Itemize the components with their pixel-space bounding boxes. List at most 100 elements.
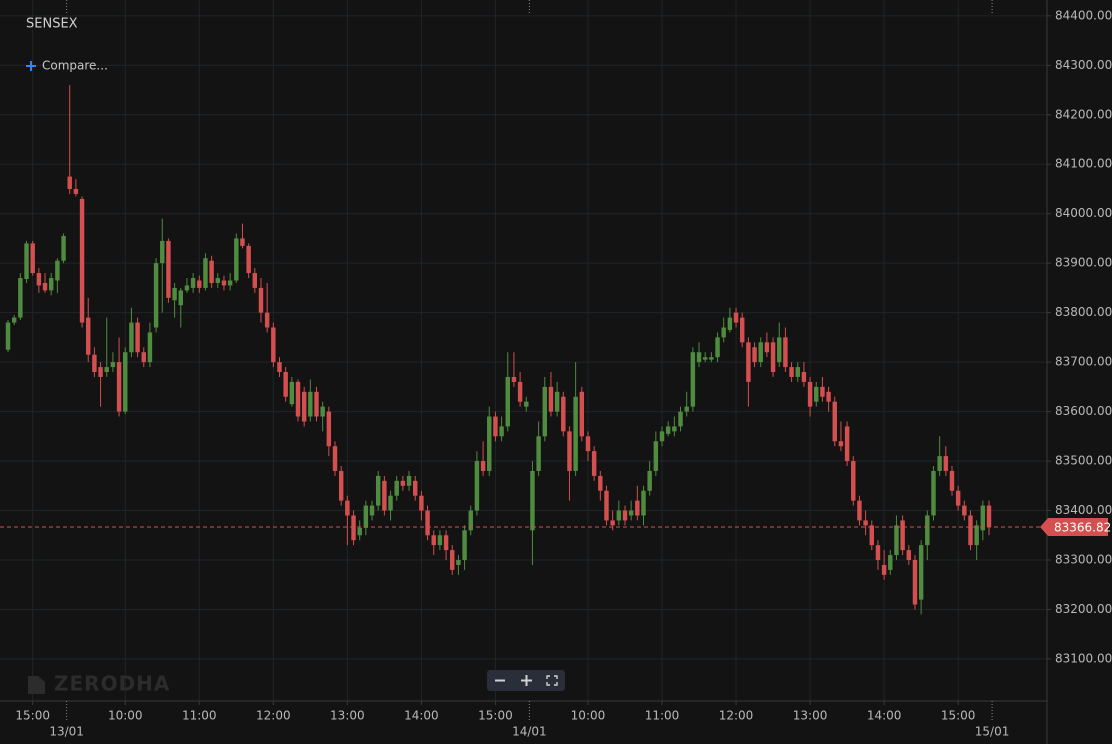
candle-body <box>437 535 443 546</box>
candle-body <box>98 367 103 377</box>
last-price-tag <box>1040 517 1108 536</box>
candle-body <box>894 525 899 556</box>
candle-body <box>838 441 844 447</box>
compare-label[interactable]: Compare... <box>42 59 108 73</box>
y-tick-label: 83800.00 <box>1055 305 1112 319</box>
candle-body <box>739 317 745 343</box>
candle-body <box>770 342 776 373</box>
candle-body <box>234 238 239 281</box>
candle-body <box>598 475 603 491</box>
candle-body <box>468 510 473 531</box>
y-tick-label: 83500.00 <box>1055 454 1112 468</box>
candle-body <box>301 391 307 422</box>
candle-body <box>135 322 140 353</box>
candle-body <box>517 381 523 402</box>
candle-body <box>752 347 757 363</box>
candle-body <box>42 282 48 291</box>
y-tick-label: 83400.00 <box>1055 503 1112 517</box>
candle-body <box>30 243 35 274</box>
candle-body <box>641 490 646 516</box>
x-tick-label: 11:00 <box>182 709 217 723</box>
candle-body <box>820 386 825 397</box>
candle-body <box>888 555 893 570</box>
x-tick-label: 14:00 <box>404 709 439 723</box>
candle-body <box>18 278 23 318</box>
candle-body <box>573 396 578 471</box>
candle-body <box>419 495 424 511</box>
candle-body <box>425 510 430 536</box>
chart-title: SENSEX <box>26 17 78 32</box>
candle-body <box>881 564 887 575</box>
candle-body <box>937 456 942 471</box>
candle-body <box>221 280 227 286</box>
y-tick-label: 83700.00 <box>1055 355 1112 369</box>
candle-body <box>616 510 622 521</box>
candle-body <box>653 441 659 471</box>
x-tick-label: 13:00 <box>330 709 365 723</box>
x-tick-label: 15:00 <box>478 709 513 723</box>
candle-body <box>153 263 159 328</box>
candle-body <box>746 342 751 382</box>
candle-body <box>925 515 930 546</box>
candle-body <box>203 258 208 288</box>
axes: 84400.00 84300.00 84200.00 84100.00 84000.00… <box>15 0 1112 739</box>
y-tick-label: 84000.00 <box>1055 206 1112 220</box>
zoom-in[interactable] <box>521 675 532 686</box>
day-tick-label: 13/01 <box>49 725 84 739</box>
candle-body <box>24 243 29 280</box>
candle-body <box>178 290 183 306</box>
x-tick-label: 10:00 <box>571 709 606 723</box>
candle-body <box>832 401 837 442</box>
y-tick-label: 83200.00 <box>1055 602 1112 616</box>
y-tick-label: 84400.00 <box>1055 8 1112 22</box>
watermark: ZERODHA <box>28 672 169 696</box>
candle-body <box>814 386 819 402</box>
candle-body <box>308 391 313 417</box>
candle-body <box>561 396 566 432</box>
x-tick-label: 11:00 <box>645 709 680 723</box>
candle-body <box>542 386 548 437</box>
x-tick-label: 12:00 <box>719 709 754 723</box>
candle-body <box>289 381 295 405</box>
candle-body <box>474 461 480 511</box>
fullscreen[interactable] <box>546 675 558 686</box>
candle-body <box>394 480 399 496</box>
candle-body <box>974 525 979 546</box>
candle-body <box>338 470 344 501</box>
candle-body <box>357 527 362 536</box>
candle-body <box>369 505 375 516</box>
candle-body <box>511 376 517 382</box>
candle-body <box>585 436 591 452</box>
candle-body <box>665 426 671 434</box>
candle-body <box>548 386 554 412</box>
candle-body <box>190 278 196 288</box>
y-tick-label: 83600.00 <box>1055 404 1112 418</box>
candle-body <box>943 456 949 471</box>
candle-body <box>240 238 245 246</box>
candle-body <box>406 475 412 486</box>
candle-body <box>283 372 288 397</box>
candle-body <box>116 362 122 412</box>
candle-body <box>968 515 973 546</box>
candle-body <box>184 285 190 291</box>
candle-body <box>628 510 634 516</box>
candle-body <box>851 461 856 501</box>
candle-body <box>166 240 171 298</box>
candle-body <box>487 416 492 471</box>
compare-button[interactable]: Compare... <box>26 59 108 73</box>
candle-body <box>863 520 868 526</box>
x-tick-label: 14:00 <box>867 709 902 723</box>
candle-body <box>55 260 60 281</box>
candle-body <box>271 327 276 363</box>
candle-body <box>604 490 609 521</box>
candle-body <box>363 505 369 528</box>
candle-body <box>912 560 918 605</box>
compare-icon <box>26 61 36 71</box>
candle-body <box>400 480 406 486</box>
x-tick-label: 15:00 <box>941 709 976 723</box>
candle-body <box>524 401 529 407</box>
candle-body <box>252 273 258 288</box>
candle-body <box>869 525 875 546</box>
